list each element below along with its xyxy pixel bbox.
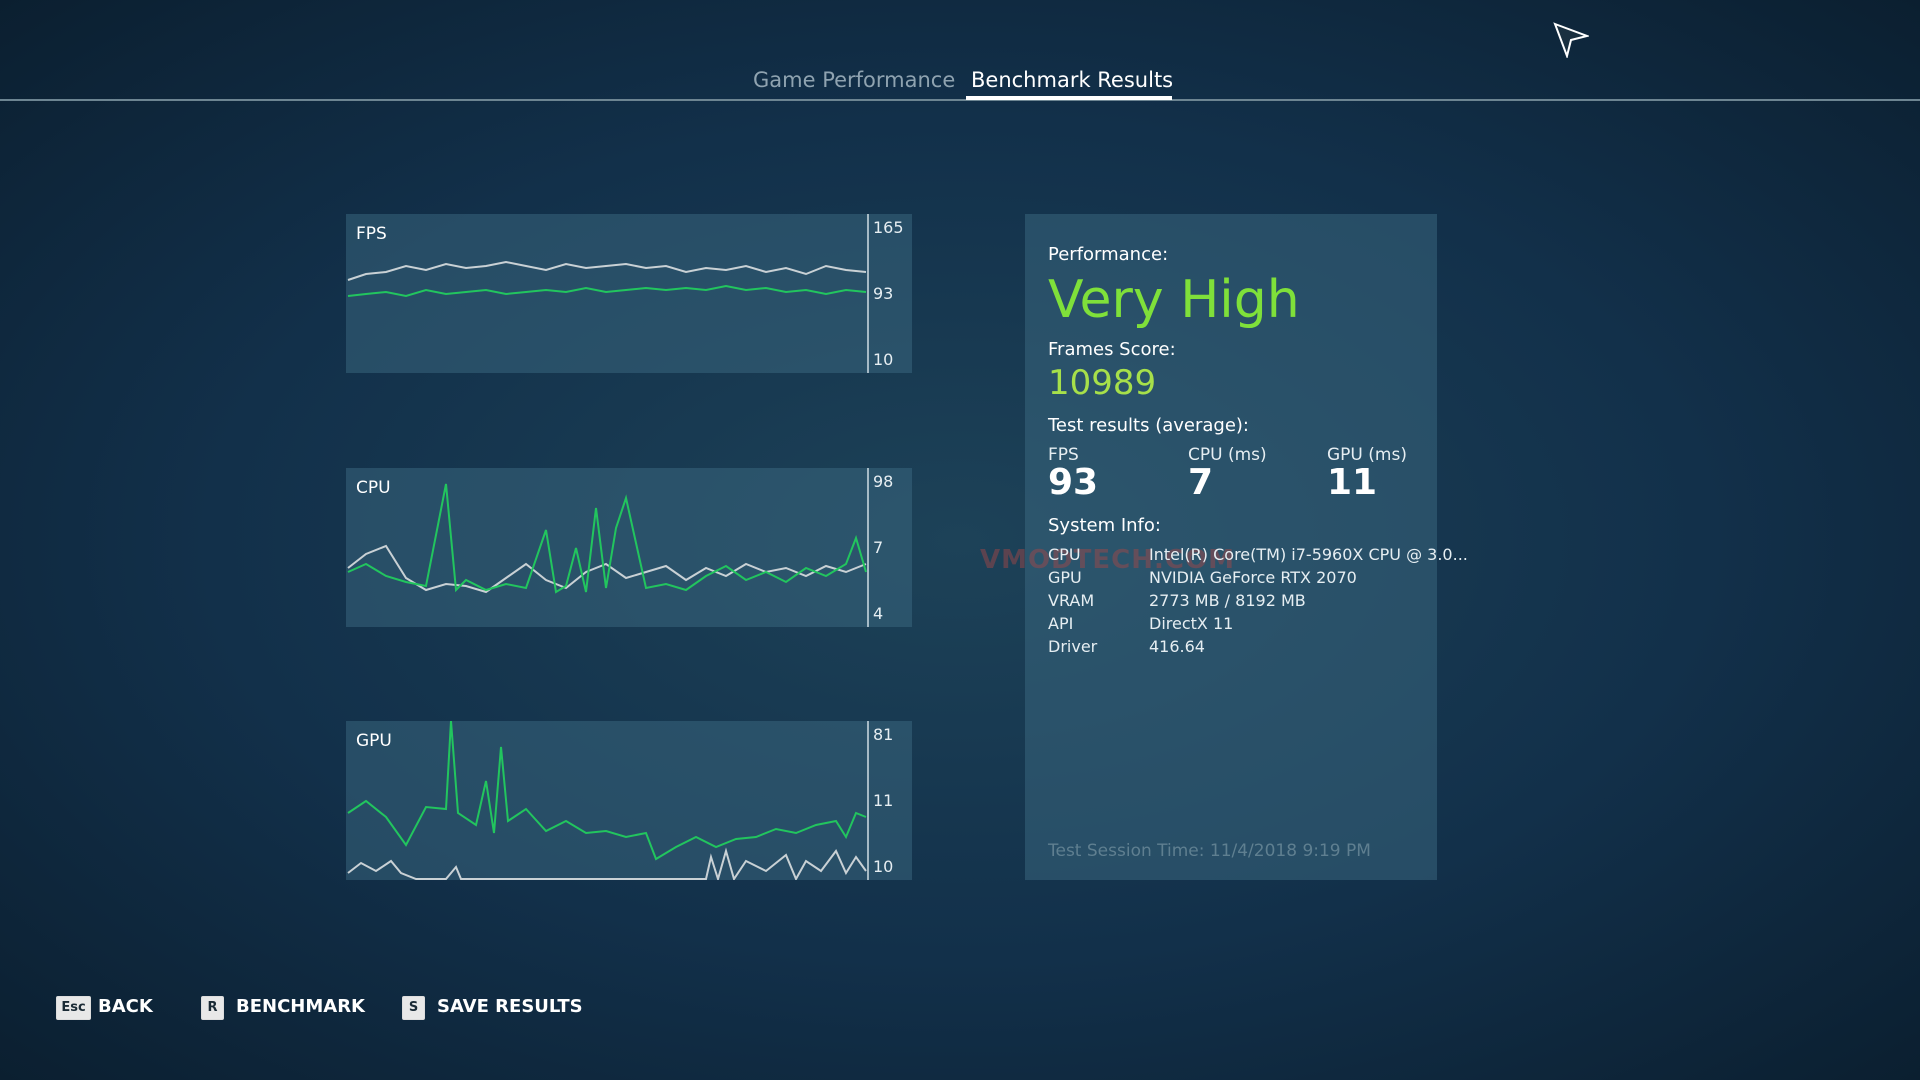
system-key: VRAM — [1048, 591, 1095, 610]
cpu-graph: CPU 98 7 4 — [346, 468, 912, 627]
graph-label: 7 — [873, 538, 884, 557]
avg-value: 11 — [1327, 462, 1378, 503]
graph-label: 165 — [873, 218, 904, 237]
tab-underline — [966, 96, 1172, 100]
system-value: 2773 MB / 8192 MB — [1149, 591, 1306, 610]
system-key: API — [1048, 614, 1074, 633]
label: System Info: — [1048, 515, 1161, 536]
gpu-graph: GPU 81 11 10 — [346, 721, 912, 880]
avg-name: FPS — [1048, 445, 1079, 465]
graph-title: CPU — [356, 478, 391, 498]
system-key: Driver — [1048, 637, 1098, 656]
graph-lines — [347, 214, 869, 373]
graph-lines — [347, 721, 869, 880]
avg-name: CPU (ms) — [1188, 445, 1267, 465]
graph-label: 93 — [873, 284, 894, 303]
tab-rule — [0, 99, 1920, 101]
tab[interactable]: Game Performance — [753, 68, 956, 92]
graph-label: 10 — [873, 857, 894, 876]
tab-active[interactable]: Benchmark Results — [971, 68, 1174, 92]
save-button[interactable]: SAVE RESULTS — [437, 996, 583, 1017]
avg-value: 7 — [1188, 462, 1214, 503]
cursor — [1553, 22, 1589, 58]
system-value: DirectX 11 — [1149, 614, 1234, 633]
key-icon: S — [402, 996, 425, 1020]
system-value: NVIDIA GeForce RTX 2070 — [1149, 568, 1357, 587]
graph-label: 81 — [873, 725, 894, 744]
score: 10989 — [1048, 363, 1157, 403]
graph-label: 10 — [873, 350, 894, 369]
performance: Very High — [1048, 270, 1300, 330]
avg-name: GPU (ms) — [1327, 445, 1407, 465]
fps-graph: FPS 165 93 10 — [346, 214, 912, 373]
session-time: Test Session Time: 11/4/2018 9:19 PM — [1048, 841, 1371, 861]
graph-label: 11 — [873, 791, 894, 810]
graph-title: FPS — [356, 224, 387, 244]
avg-name: CPU (ms) — [1188, 445, 1267, 465]
label: Frames Score: — [1048, 339, 1176, 360]
label: Test results (average): — [1048, 415, 1249, 436]
avg-name: FPS — [1048, 445, 1079, 465]
graph-label: 4 — [873, 604, 884, 623]
key-icon: Esc — [56, 996, 91, 1020]
back-button[interactable]: BACK — [98, 996, 153, 1017]
key-icon: R — [201, 996, 224, 1020]
system-key: CPU — [1048, 545, 1081, 564]
system-value: 416.64 — [1149, 637, 1205, 656]
graph-lines — [347, 468, 869, 627]
graph-title: GPU — [356, 731, 392, 751]
results-panel — [1025, 214, 1437, 880]
avg-name: GPU (ms) — [1327, 445, 1407, 465]
benchmark-button[interactable]: BENCHMARK — [236, 996, 366, 1017]
watermark: VMODTECH.COM — [980, 545, 1235, 575]
avg-value: 93 — [1048, 462, 1099, 503]
graph-label: 98 — [873, 472, 894, 491]
system-value: Intel(R) Core(TM) i7-5960X CPU @ 3.0... — [1149, 545, 1468, 564]
label: Performance: — [1048, 244, 1169, 265]
system-key: GPU — [1048, 568, 1082, 587]
